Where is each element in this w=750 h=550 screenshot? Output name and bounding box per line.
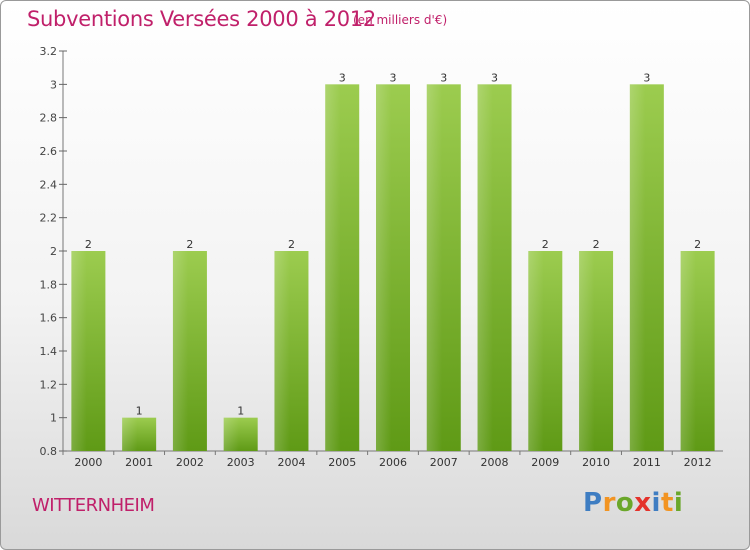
bar-highlight (579, 251, 595, 451)
bar-highlight (680, 251, 696, 451)
x-tick-label: 2008 (481, 456, 509, 469)
brand-letter: r (602, 488, 616, 518)
chart-subtitle: (en milliers d'€) (353, 13, 448, 27)
y-tick-label: 3 (50, 78, 57, 91)
bar-highlight (629, 84, 646, 451)
data-label: 2 (85, 238, 92, 251)
y-tick-label: 2.2 (40, 212, 58, 225)
y-tick-label: 2.4 (40, 178, 58, 191)
data-label: 3 (643, 71, 650, 84)
x-tick-label: 2012 (684, 456, 712, 469)
data-label: 3 (339, 71, 346, 84)
bar-highlight (426, 84, 443, 451)
chart-title: Subventions Versées 2000 à 2012 (27, 7, 376, 31)
y-tick-label: 0.8 (40, 445, 58, 458)
place-name: WITTERNHEIM (32, 495, 155, 516)
data-label: 2 (593, 238, 600, 251)
data-label: 3 (390, 71, 397, 84)
x-tick-label: 2002 (176, 456, 204, 469)
x-tick-label: 2011 (633, 456, 661, 469)
bars (71, 84, 715, 451)
data-label: 1 (136, 405, 143, 418)
bar-highlight (477, 84, 493, 451)
x-tick-label: 2003 (227, 456, 255, 469)
bar-highlight (274, 251, 290, 451)
y-tick-label: 1.6 (40, 312, 58, 325)
bar-highlight (172, 251, 189, 451)
brand-logo: Proxiti (583, 488, 683, 518)
y-tick-label: 3.2 (40, 45, 58, 58)
y-tick-label: 2.8 (40, 112, 58, 125)
brand-letter: i (651, 488, 661, 518)
brand-letter: x (634, 488, 652, 518)
x-tick-label: 2001 (125, 456, 153, 469)
bar-highlight (223, 417, 239, 451)
x-tick-label: 2009 (531, 456, 559, 469)
x-tick-label: 2005 (328, 456, 356, 469)
brand-letter: o (615, 488, 635, 518)
y-tick-label: 1.8 (40, 278, 58, 291)
y-tick-label: 1.2 (40, 378, 58, 391)
bar-highlight (528, 251, 544, 451)
axes: 0.8 1 1.2 1.4 1.6 1.8 2 2.2 2.4 2.6 2.8 3 3.2 2000 200… (40, 45, 723, 469)
brand-letter: P (583, 488, 603, 518)
data-label: 3 (440, 71, 447, 84)
y-tick-label: 1.4 (40, 345, 58, 358)
bar-highlight (122, 417, 138, 451)
x-tick-label: 2000 (74, 456, 102, 469)
y-tick-label: 2.6 (40, 145, 58, 158)
x-tick-label: 2007 (430, 456, 458, 469)
y-tick-label: 1 (50, 412, 57, 425)
data-label: 2 (542, 238, 549, 251)
bar-highlight (325, 84, 341, 451)
x-tick-label: 2004 (277, 456, 305, 469)
bar-highlight (71, 251, 87, 451)
data-label: 2 (694, 238, 701, 251)
data-label: 2 (288, 238, 295, 251)
data-labels: 2 1 2 1 2 3 3 3 3 2 2 3 2 (85, 71, 701, 417)
x-tick-label: 2006 (379, 456, 407, 469)
x-tick-label: 2010 (582, 456, 610, 469)
data-label: 3 (491, 71, 498, 84)
data-label: 2 (186, 238, 193, 251)
brand-letter: i (673, 488, 684, 518)
y-tick-label: 2 (50, 245, 57, 258)
data-label: 1 (237, 405, 244, 418)
brand-letter: t (660, 488, 674, 518)
bar-highlight (376, 84, 392, 451)
